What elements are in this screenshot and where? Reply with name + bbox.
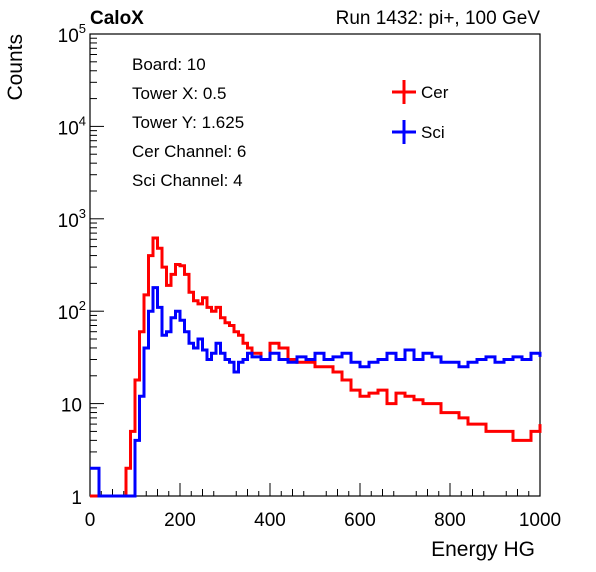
legend: Cer Sci: [392, 80, 449, 144]
info-line-board: Board: 10: [132, 55, 206, 74]
x-axis-label: Energy HG: [431, 538, 535, 561]
y-axis-ticks: 1 10 102 103 104 105: [58, 21, 104, 509]
info-line-sci-channel: Sci Channel: 4: [132, 171, 243, 190]
legend-marker-sci: [392, 120, 416, 144]
y-tick-label: 1: [71, 488, 82, 509]
x-tick-label: 600: [344, 510, 376, 531]
x-tick-label: 0: [85, 510, 96, 531]
y-tick-label: 104: [58, 113, 86, 139]
y-tick-label: 10: [61, 396, 82, 417]
x-axis-ticks: 0 200 400 600 800 1000: [85, 483, 561, 531]
info-line-cer-channel: Cer Channel: 6: [132, 142, 246, 161]
brand-label: CaloX: [90, 8, 144, 29]
y-tick-label: 103: [58, 206, 86, 232]
legend-label-cer: Cer: [421, 83, 449, 102]
legend-label-sci: Sci: [421, 123, 445, 142]
series-line-cer: [90, 236, 542, 498]
x-tick-label: 400: [254, 510, 286, 531]
legend-marker-cer: [392, 80, 416, 104]
run-info-label: Run 1432: pi+, 100 GeV: [336, 8, 541, 29]
info-box: Board: 10 Tower X: 0.5 Tower Y: 1.625 Ce…: [132, 55, 246, 190]
y-tick-label: 105: [58, 21, 86, 47]
plot-frame: [89, 33, 541, 497]
info-line-tower-x: Tower X: 0.5: [132, 84, 227, 103]
series-line-sci: [90, 286, 542, 498]
y-axis-label: Counts: [4, 34, 27, 101]
x-tick-label: 1000: [519, 510, 561, 531]
y-tick-label: 102: [58, 298, 86, 324]
x-tick-label: 200: [164, 510, 196, 531]
series-layer: [90, 236, 542, 498]
x-tick-label: 800: [434, 510, 466, 531]
info-line-tower-y: Tower Y: 1.625: [132, 113, 244, 132]
